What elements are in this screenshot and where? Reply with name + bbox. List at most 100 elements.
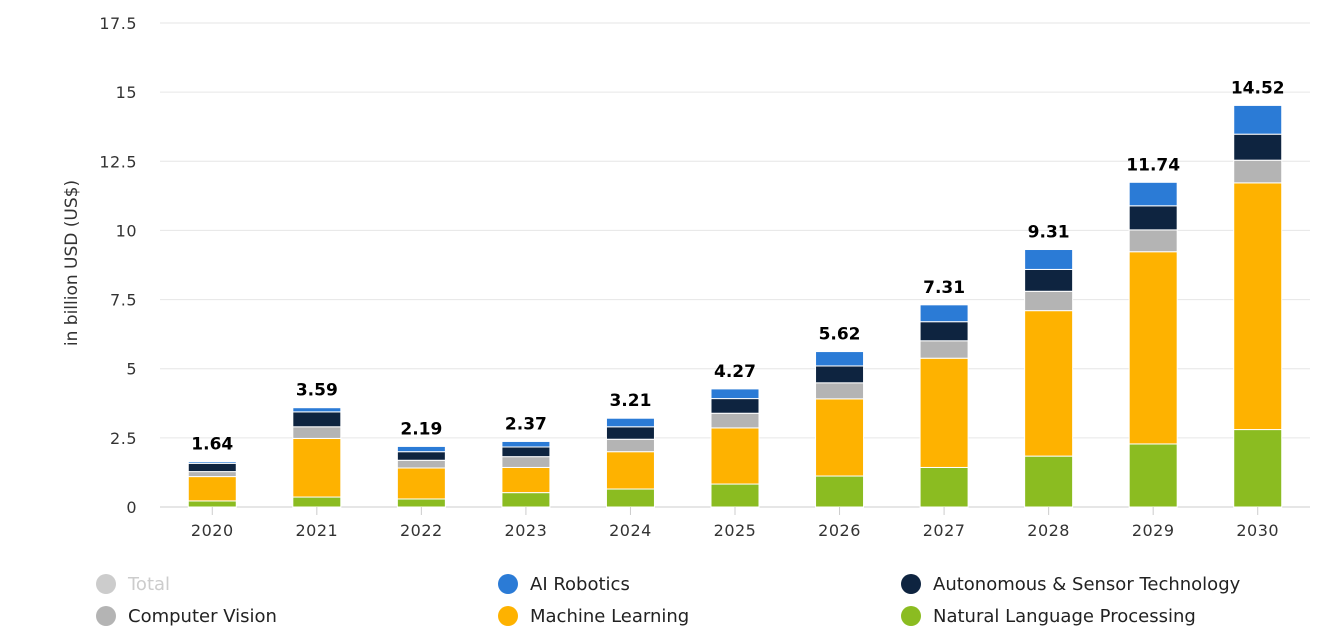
legend-label: Total (128, 573, 171, 595)
bar-segment[interactable] (1128, 181, 1178, 207)
bar-segment[interactable] (1233, 182, 1283, 431)
bar-segment[interactable] (187, 461, 237, 464)
bar-segment[interactable] (815, 382, 865, 400)
bar-segment[interactable] (501, 446, 551, 458)
legend-dot-icon (498, 574, 518, 594)
bar-segment[interactable] (1128, 229, 1178, 253)
x-tick-label: 2030 (1236, 521, 1279, 540)
y-tick-label: 15 (116, 83, 137, 102)
bar-segment[interactable] (1128, 205, 1178, 231)
x-tick-label: 2022 (400, 521, 443, 540)
bar-segment[interactable] (919, 304, 969, 323)
bar-segment[interactable] (1024, 310, 1074, 457)
total-label: 5.62 (819, 325, 861, 345)
y-tick-label: 2.5 (110, 429, 137, 448)
bar-segment[interactable] (396, 445, 446, 453)
legend-item-total[interactable]: Total (96, 569, 170, 599)
bar-segment[interactable] (1233, 104, 1283, 135)
bar-segment[interactable] (1024, 268, 1074, 292)
bar-segment[interactable] (1233, 429, 1283, 508)
bar-segment[interactable] (605, 438, 655, 453)
bar-segment[interactable] (187, 462, 237, 473)
legend-label: Autonomous & Sensor Technology (933, 573, 1241, 595)
total-label: 7.31 (923, 278, 965, 298)
bar-segment[interactable] (605, 488, 655, 508)
y-axis-label: in billion USD (US$) (62, 180, 82, 346)
bar-segment[interactable] (710, 412, 760, 429)
bars (187, 104, 1283, 508)
bar-segment[interactable] (501, 492, 551, 508)
y-axis-ticks: 0 2.5 5 7.5 10 12.5 15 17.5 (99, 14, 137, 517)
bar-segment[interactable] (815, 351, 865, 367)
bar-segment[interactable] (187, 471, 237, 478)
total-label: 11.74 (1126, 155, 1180, 175)
total-label: 3.59 (296, 381, 338, 401)
bar-segment[interactable] (710, 388, 760, 400)
x-tick-label: 2027 (923, 521, 966, 540)
bar-segment[interactable] (292, 411, 342, 428)
bar-segment[interactable] (710, 398, 760, 414)
bar-segment[interactable] (187, 500, 237, 508)
bar-segment[interactable] (919, 466, 969, 508)
y-tick-label: 10 (116, 221, 137, 240)
legend-item-computer-vision[interactable]: Computer Vision (96, 601, 277, 631)
bar-segment[interactable] (501, 456, 551, 468)
bar-segment[interactable] (1024, 249, 1074, 270)
stacked-bar-chart: 0 2.5 5 7.5 10 12.5 15 17.5 in billion USD (US$… (62, 14, 1310, 540)
total-label: 1.64 (191, 435, 233, 455)
bar-segment[interactable] (501, 440, 551, 448)
bar-segment[interactable] (1024, 290, 1074, 312)
bar-segment[interactable] (815, 365, 865, 384)
bar-segment[interactable] (919, 321, 969, 342)
legend-dot-icon (96, 574, 116, 594)
bar-segment[interactable] (396, 459, 446, 469)
bar-segment[interactable] (710, 427, 760, 485)
bar-segment[interactable] (815, 398, 865, 477)
bar-segment[interactable] (605, 426, 655, 440)
x-tick-label: 2025 (714, 521, 757, 540)
bar-segment[interactable] (292, 426, 342, 439)
y-tick-label: 12.5 (99, 152, 137, 171)
bar-segment[interactable] (292, 496, 342, 508)
x-tick-label: 2021 (295, 521, 338, 540)
legend-item-machine-learning[interactable]: Machine Learning (498, 601, 689, 631)
legend-dot-icon (901, 606, 921, 626)
bar-segment[interactable] (605, 451, 655, 490)
bar-segment[interactable] (292, 407, 342, 413)
y-tick-label: 0 (126, 498, 137, 517)
y-tick-label: 5 (126, 360, 137, 379)
total-label: 4.27 (714, 362, 756, 382)
legend-label: Natural Language Processing (933, 605, 1196, 627)
bar-segment[interactable] (1233, 133, 1283, 161)
bar-segment[interactable] (187, 476, 237, 502)
total-label: 14.52 (1231, 78, 1285, 98)
bar-segment[interactable] (396, 467, 446, 500)
x-tick-label: 2020 (191, 521, 234, 540)
bar-segment[interactable] (396, 451, 446, 461)
bar-segment[interactable] (396, 498, 446, 508)
x-tick-label: 2026 (818, 521, 861, 540)
bar-segment[interactable] (1128, 443, 1178, 508)
bar-segment[interactable] (815, 475, 865, 508)
bar-segment[interactable] (292, 437, 342, 498)
legend-dot-icon (96, 606, 116, 626)
bar-segment[interactable] (501, 466, 551, 494)
total-label: 9.31 (1028, 223, 1070, 243)
grid-lines (160, 22, 1310, 508)
bar-segment[interactable] (710, 483, 760, 508)
y-tick-label: 7.5 (110, 291, 137, 310)
bar-segment[interactable] (919, 357, 969, 468)
bar-segment[interactable] (1233, 159, 1283, 184)
legend-item-autonomous-sensor[interactable]: Autonomous & Sensor Technology (901, 569, 1240, 599)
x-axis-ticks: 2020 2021 2022 2023 2024 2025 2026 2027 2028 2029… (191, 507, 1279, 540)
total-label: 3.21 (609, 391, 651, 411)
y-tick-label: 17.5 (99, 14, 137, 33)
bar-segment[interactable] (919, 340, 969, 359)
bar-segment[interactable] (1024, 455, 1074, 508)
bar-segment[interactable] (605, 417, 655, 428)
legend-dot-icon (901, 574, 921, 594)
legend-item-nlp[interactable]: Natural Language Processing (901, 601, 1196, 631)
legend-item-ai-robotics[interactable]: AI Robotics (498, 569, 630, 599)
legend-label: AI Robotics (530, 573, 630, 595)
bar-segment[interactable] (1128, 251, 1178, 445)
